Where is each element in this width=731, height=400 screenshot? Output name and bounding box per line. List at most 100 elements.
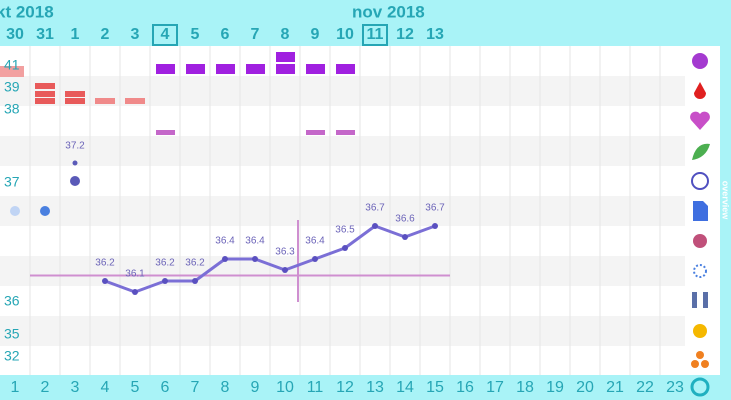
- bleed-mark: [65, 91, 85, 97]
- icon-dots: [691, 360, 699, 368]
- row-band: [0, 196, 685, 226]
- cycle-day: 10: [276, 379, 294, 396]
- bleed-mark: [35, 91, 55, 97]
- cycle-day: 1: [11, 379, 20, 396]
- grid: [29, 46, 661, 375]
- temperature-label: 36.2: [155, 258, 175, 269]
- temperature-point: [252, 256, 258, 262]
- temperature-point: [372, 223, 378, 229]
- icon-document: [693, 201, 708, 221]
- icon-dots: [701, 360, 709, 368]
- temperature-chart: 36.2 36.1 36.2 36.2 36.4 36.4 36.3 36.4 36.5 36.7…: [30, 203, 450, 295]
- temperature-label: 36.3: [275, 247, 295, 258]
- icon-couple: [692, 292, 697, 308]
- mark: [306, 64, 325, 74]
- temperature-point: [162, 278, 168, 284]
- temperature-label: 36.4: [215, 236, 235, 247]
- date-box: [152, 24, 178, 46]
- footer-bar: [0, 375, 685, 400]
- row-band: [0, 256, 685, 286]
- row-label: 37: [4, 174, 20, 190]
- mark: [216, 64, 235, 74]
- temperature-label: 36.4: [305, 236, 325, 247]
- temperature-point: [282, 267, 288, 273]
- date-label: 11: [367, 26, 384, 43]
- bleed-mark: [0, 66, 24, 77]
- temperature-label: 36.4: [245, 236, 265, 247]
- date-label: 12: [396, 26, 414, 43]
- date-label: 2: [101, 26, 110, 43]
- cycle-day: 22: [636, 379, 654, 396]
- icon-flower2: [693, 234, 707, 248]
- icons: [690, 53, 710, 397]
- date-label: 6: [221, 26, 230, 43]
- cycle-day: 11: [307, 379, 324, 396]
- temperature-point: [402, 234, 408, 240]
- row-label: 35: [4, 326, 20, 342]
- dot: [72, 160, 78, 166]
- mark: [156, 130, 175, 135]
- temperature-point: [312, 256, 318, 262]
- dot: [40, 206, 50, 216]
- cycle-day: 6: [161, 379, 170, 396]
- date-label: 9: [311, 26, 320, 43]
- cycle-day: 15: [426, 379, 444, 396]
- row-label: 39: [4, 79, 20, 95]
- value-label: 37.2: [65, 141, 85, 152]
- icon-dots: [696, 351, 704, 359]
- cycle-day: 19: [546, 379, 564, 396]
- date-label: 30: [6, 26, 24, 43]
- date-label: 4: [161, 26, 170, 43]
- temperature-point: [192, 278, 198, 284]
- temperature-label: 36.5: [335, 225, 355, 236]
- dot: [70, 176, 80, 186]
- temperature-label: 36.6: [395, 214, 415, 225]
- icon-flower: [692, 53, 708, 69]
- overview-tab[interactable]: overview: [721, 181, 731, 221]
- row-bands: [0, 76, 685, 346]
- pink-marks: [156, 130, 355, 135]
- bleed-mark: [35, 83, 55, 89]
- icon-leaf: [692, 143, 710, 160]
- spotting-mark: [95, 98, 115, 104]
- bleed-mark: [35, 98, 55, 104]
- cycle-day: 4: [101, 379, 110, 396]
- cycle-day: 2: [41, 379, 50, 396]
- icon-heart: [690, 111, 710, 130]
- cycle-day: 17: [486, 379, 504, 396]
- header-bar: [0, 0, 685, 46]
- temperature-point: [102, 278, 108, 284]
- date-label: 13: [426, 26, 444, 43]
- temperature-point: [132, 289, 138, 295]
- cycle-day: 16: [456, 379, 474, 396]
- cycle-day: 13: [366, 379, 384, 396]
- temperature-label: 36.2: [95, 258, 115, 269]
- cycle-day: 14: [396, 379, 414, 396]
- cycle-day: 5: [131, 379, 140, 396]
- date-label: 5: [191, 26, 200, 43]
- mark: [246, 64, 265, 74]
- icon-smiley: [691, 172, 709, 190]
- mark: [156, 64, 175, 74]
- row-label: 38: [4, 101, 20, 117]
- bleed-mark: [65, 98, 85, 104]
- icon-couple: [703, 292, 708, 308]
- icon-virus: [693, 264, 707, 278]
- temperature-line: [104, 224, 436, 294]
- row-band: [0, 136, 685, 166]
- month-label: kt 2018: [0, 2, 54, 21]
- mark: [336, 64, 355, 74]
- purple-marks: [156, 52, 355, 74]
- icon-cycle[interactable]: [690, 377, 710, 397]
- date-label: 7: [251, 26, 260, 43]
- cycle-day: 18: [516, 379, 534, 396]
- date-label: 31: [36, 26, 54, 43]
- cycle-day: 20: [576, 379, 594, 396]
- cycle-day: 8: [221, 379, 230, 396]
- temperature-point: [432, 223, 438, 229]
- cycle-day: 9: [251, 379, 260, 396]
- icon-drop: [694, 82, 706, 99]
- mark: [336, 130, 355, 135]
- mark: [276, 64, 295, 74]
